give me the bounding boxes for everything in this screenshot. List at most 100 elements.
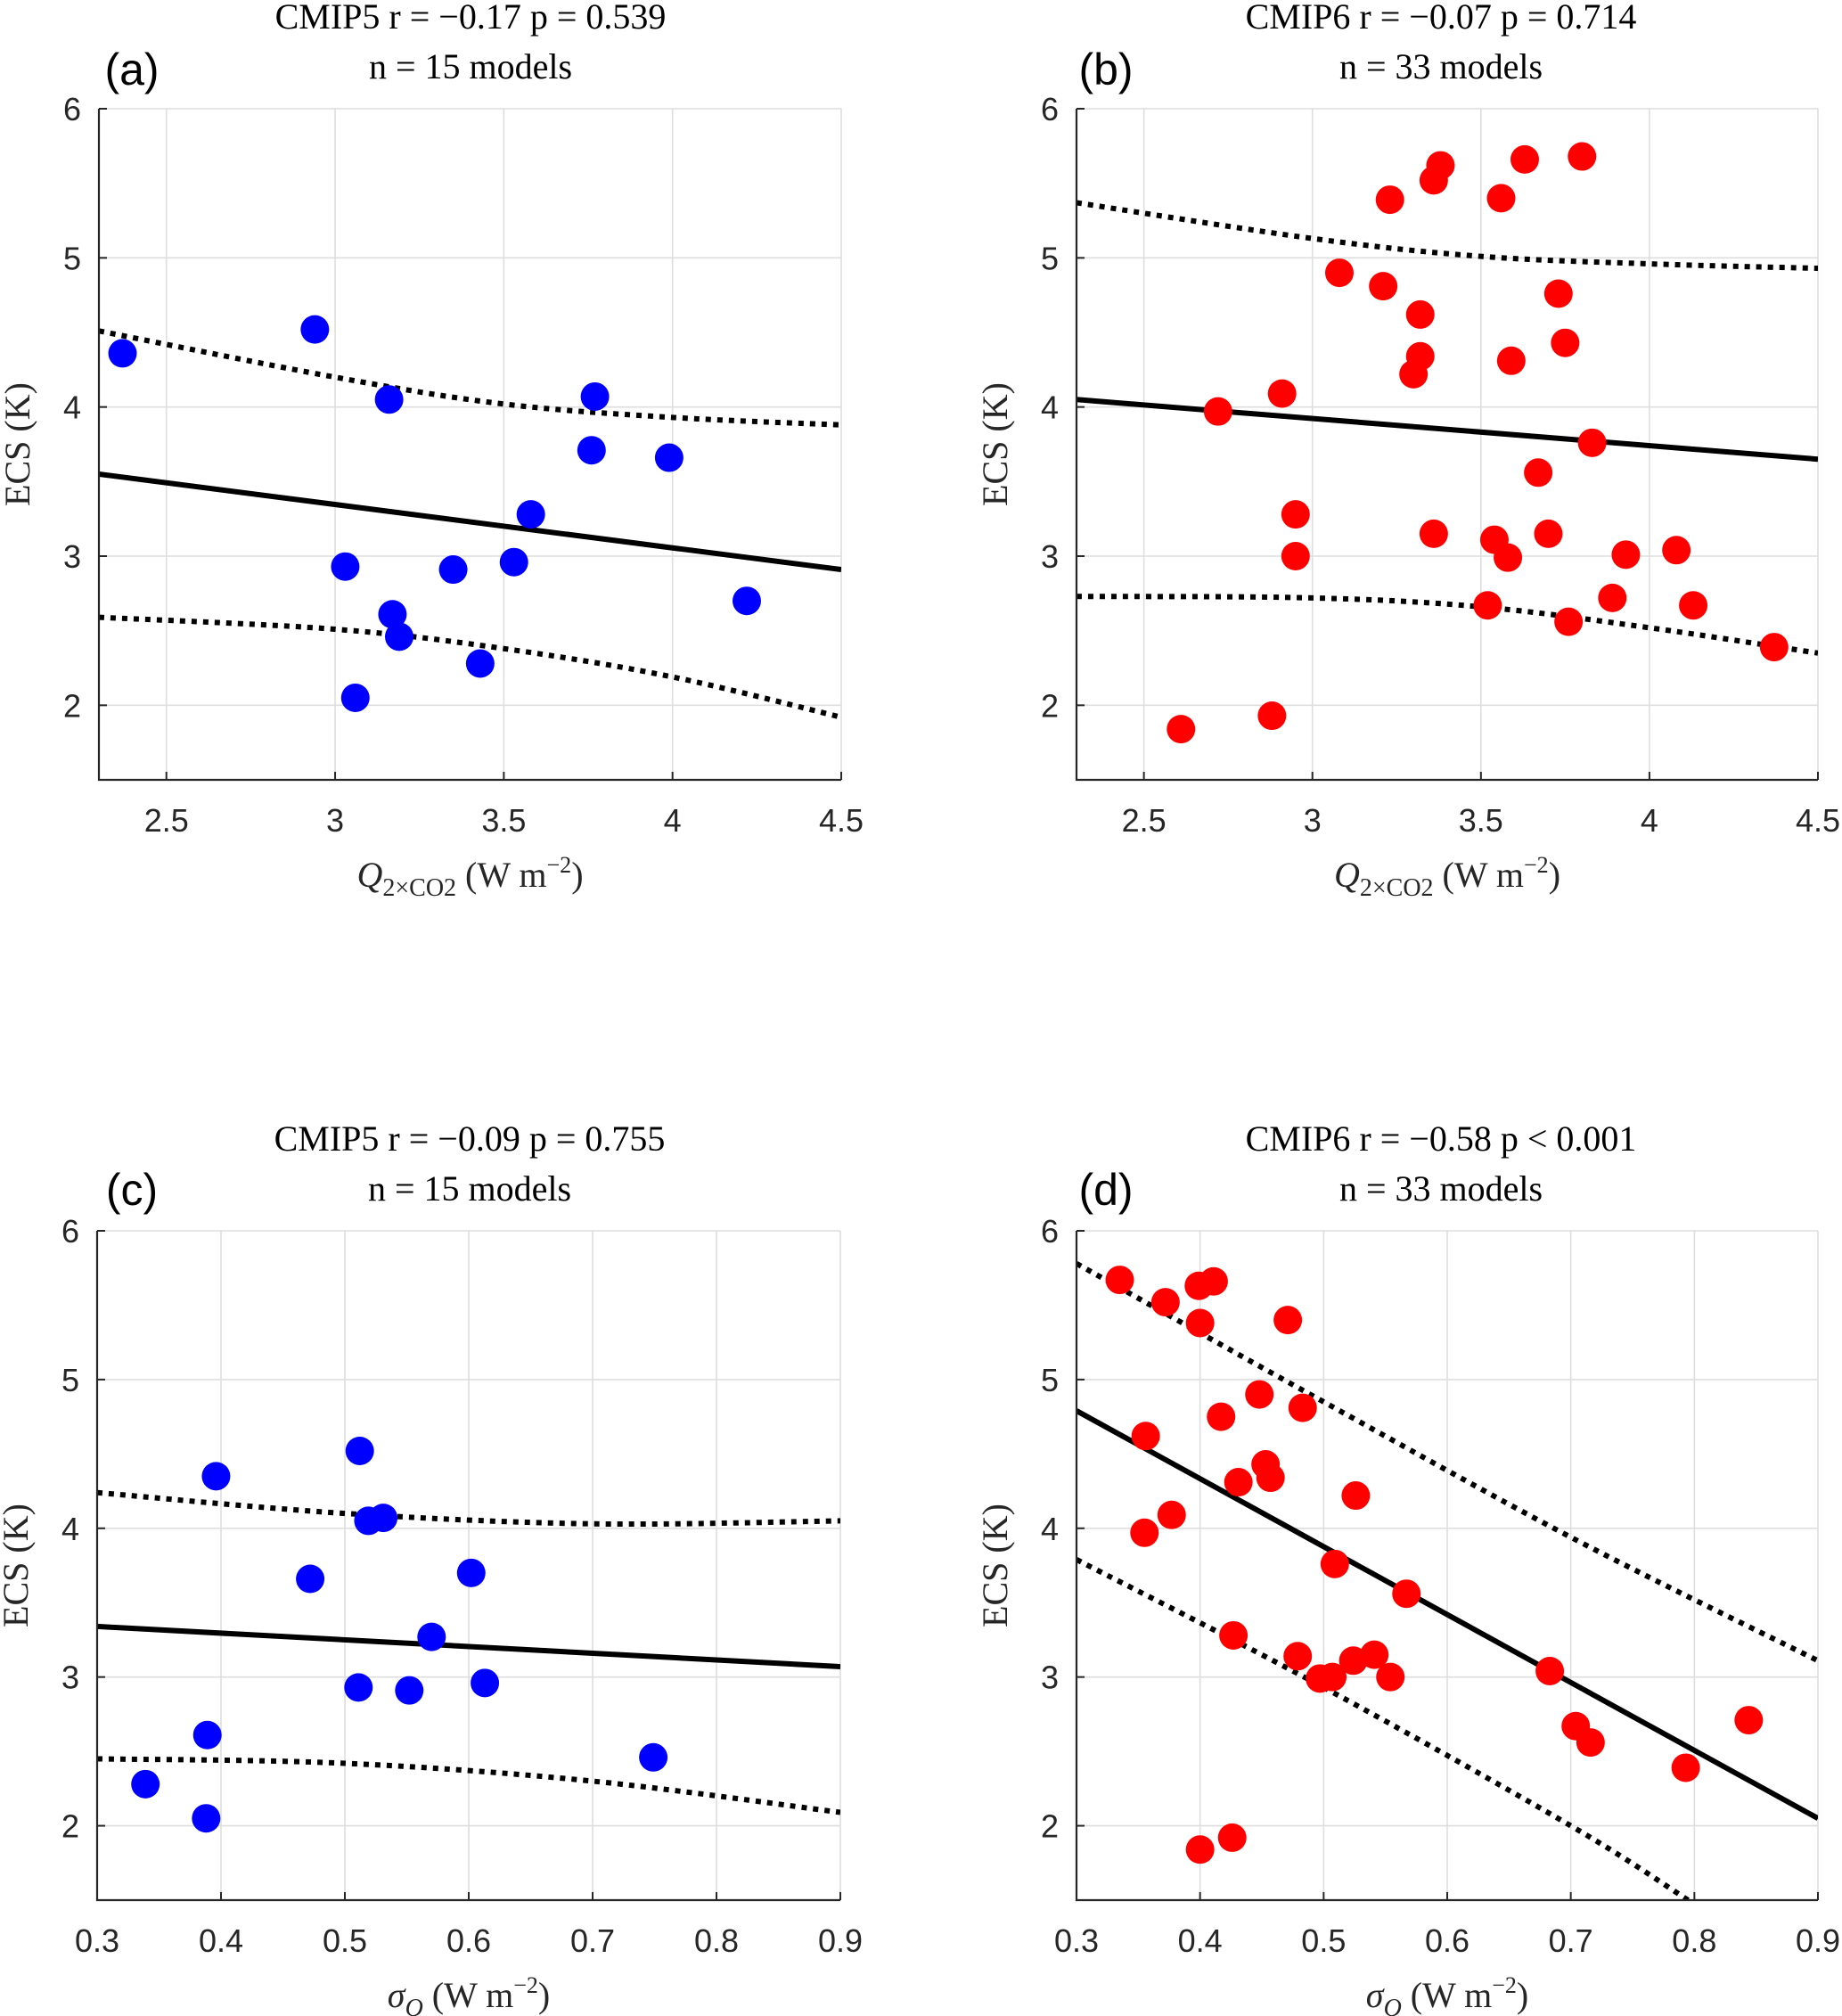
data-point [1360, 1640, 1389, 1669]
y-tick-label: 2 [1041, 1808, 1059, 1845]
data-point [1283, 1642, 1313, 1671]
x-tick-label: 0.4 [1178, 1922, 1223, 1959]
x-axis-label-close: ) [1549, 855, 1560, 895]
data-point [417, 1622, 446, 1651]
confidence-lower-line [99, 614, 841, 720]
data-point [654, 443, 684, 472]
x-axis-label-symbol: Q [356, 855, 382, 895]
chart-subtitle: n = 15 models [369, 46, 572, 86]
data-point [1510, 144, 1539, 174]
data-point [1375, 185, 1404, 215]
data-point [192, 1804, 221, 1833]
x-tick-label: 0.6 [1425, 1922, 1470, 1959]
data-point [1219, 1620, 1248, 1650]
x-tick-label: 0.7 [570, 1922, 615, 1959]
x-tick-label: 0.6 [446, 1922, 491, 1959]
data-point [1759, 633, 1789, 662]
y-tick-label: 6 [63, 91, 81, 127]
y-tick-label: 2 [61, 1808, 79, 1845]
x-axis-label-symbol: σ [388, 1975, 406, 2015]
x-tick-label: 4 [1641, 802, 1658, 839]
x-tick-label: 3.5 [1459, 802, 1503, 839]
data-point [1150, 1288, 1180, 1317]
panel-b: 2.5 3 3.5 4 4.5 2 3 4 5 6 CMIP6 r = −0.07 p = 0.71… [975, 0, 1840, 902]
y-tick-label: 2 [63, 687, 81, 724]
data-point [108, 339, 137, 368]
data-point [1273, 1306, 1303, 1335]
data-point [296, 1564, 325, 1594]
plot-content [97, 1436, 840, 1833]
panel-d: 0.3 0.4 0.5 0.6 0.7 0.8 0.9 2 3 4 5 6 CMIP6 r = −0.5… [975, 1119, 1840, 2016]
data-point [516, 500, 545, 529]
regression-line [97, 1623, 840, 1669]
x-tick-label: 0.8 [1672, 1922, 1716, 1959]
x-tick-label: 2.5 [144, 802, 189, 839]
y-tick-label: 4 [61, 1511, 79, 1547]
data-point [1245, 1380, 1274, 1409]
x-tick-label: 0.8 [694, 1922, 739, 1959]
panel-label: (d) [1078, 1165, 1133, 1215]
data-point [1543, 279, 1573, 308]
panel-label: (b) [1078, 45, 1133, 94]
y-tick-label: 4 [1041, 1511, 1059, 1547]
x-axis-label-units: (W m [1443, 855, 1524, 895]
data-point [1288, 1393, 1317, 1422]
data-point [1256, 1463, 1285, 1493]
data-point [1281, 542, 1310, 570]
data-point [331, 552, 360, 581]
data-point [1130, 1518, 1159, 1547]
data-point [395, 1676, 424, 1705]
x-tick-label: 4.5 [1796, 802, 1840, 839]
chart-subtitle: n = 15 models [368, 1168, 571, 1209]
chart-title: CMIP5 r = −0.17 p = 0.539 [275, 0, 667, 37]
x-tick-label: 3 [326, 802, 344, 839]
confidence-upper-line [97, 1489, 840, 1528]
x-axis-label-subscript: Q [405, 1995, 423, 2016]
axes-frame [1075, 109, 1818, 782]
data-point [1199, 1266, 1228, 1296]
x-tick-label: 4 [664, 802, 682, 839]
y-tick-label: 5 [1041, 240, 1059, 276]
data-point [471, 1668, 500, 1698]
x-tick-label: 4.5 [819, 802, 864, 839]
x-tick-label: 0.9 [1796, 1922, 1840, 1959]
chart-title: CMIP6 r = −0.07 p = 0.714 [1246, 0, 1637, 37]
data-point [1399, 359, 1429, 389]
data-point [1535, 1656, 1565, 1685]
data-point [1662, 536, 1691, 565]
y-tick-label: 3 [1041, 1660, 1059, 1696]
y-axis-label: ECS (K) [975, 1504, 1015, 1627]
data-point [1167, 715, 1196, 744]
data-point [1405, 299, 1435, 329]
x-axis-label-superscript: −2 [1524, 852, 1549, 878]
data-point [1131, 1422, 1160, 1451]
data-point [131, 1769, 160, 1799]
y-tick-label: 4 [1041, 389, 1059, 426]
x-axis-label-close: ) [571, 855, 583, 895]
x-axis-label-units: (W m [465, 855, 546, 895]
x-tick-label: 0.4 [199, 1922, 243, 1959]
y-tick-label: 5 [1041, 1362, 1059, 1398]
chart-subtitle: n = 33 models [1339, 1168, 1543, 1209]
data-point [1494, 543, 1523, 572]
panel-label: (a) [104, 45, 159, 94]
plot-area [99, 109, 841, 780]
data-point [1577, 428, 1607, 457]
data-point [1341, 1481, 1371, 1511]
data-point [1157, 1500, 1186, 1529]
x-tick-label: 3.5 [481, 802, 526, 839]
y-tick-label: 3 [63, 538, 81, 575]
data-point [192, 1720, 222, 1750]
regression-line [1077, 1408, 1818, 1821]
data-point [340, 683, 370, 712]
x-axis-label-symbol: σ [1366, 1975, 1385, 2015]
x-axis-label-superscript: −2 [513, 1972, 538, 1998]
data-point [1611, 540, 1641, 570]
data-point [1217, 1823, 1247, 1852]
data-point [1473, 591, 1502, 620]
data-point [374, 385, 404, 414]
x-tick-label: 0.3 [75, 1922, 119, 1959]
x-tick-label: 0.3 [1054, 1922, 1099, 1959]
x-tick-label: 3 [1304, 802, 1322, 839]
